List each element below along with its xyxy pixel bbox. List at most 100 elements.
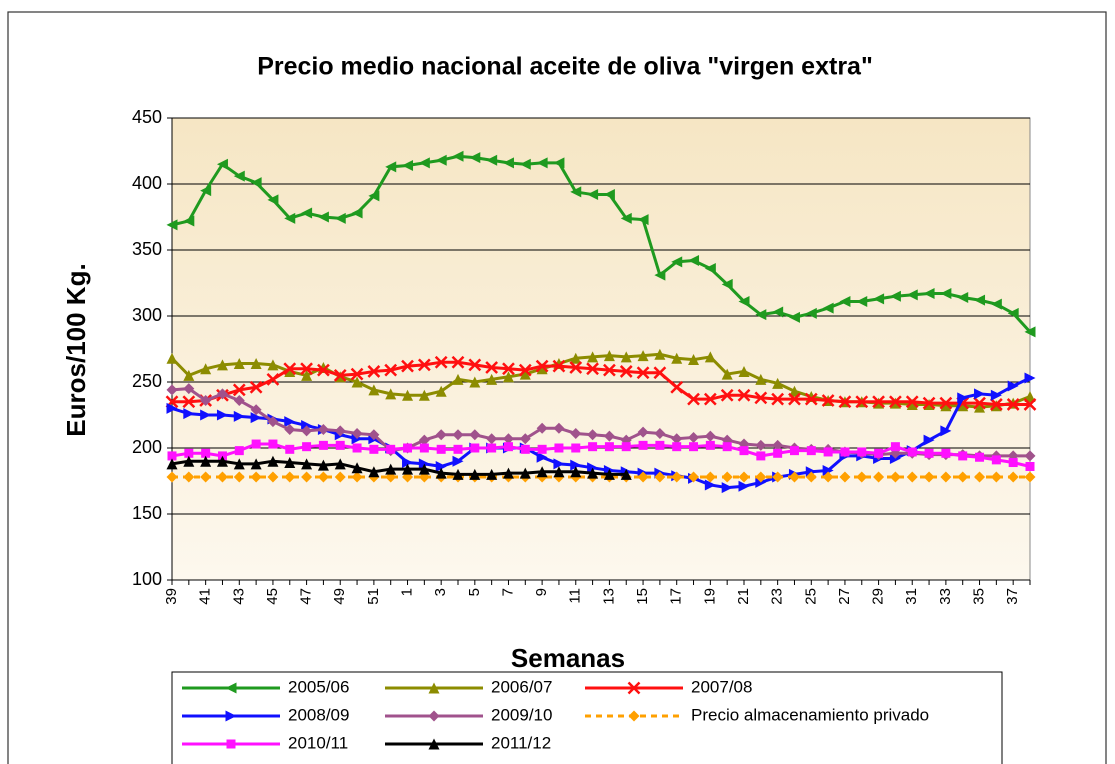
x-tick-label: 27 xyxy=(836,588,853,605)
data-point xyxy=(990,389,1002,401)
data-point xyxy=(720,388,734,402)
data-point xyxy=(200,394,212,406)
data-point xyxy=(553,466,565,478)
data-point xyxy=(233,458,245,470)
data-point xyxy=(755,373,767,385)
data-point xyxy=(1025,461,1035,471)
data-point xyxy=(486,468,498,480)
data-point xyxy=(166,458,178,470)
data-point xyxy=(401,359,414,373)
data-point xyxy=(721,482,733,494)
data-point xyxy=(233,394,245,406)
x-tick-label: 35 xyxy=(970,588,987,605)
data-point xyxy=(216,158,228,170)
data-point xyxy=(739,446,749,456)
data-point xyxy=(234,446,244,456)
data-point xyxy=(435,467,447,479)
data-point xyxy=(267,194,279,206)
data-point xyxy=(486,154,498,166)
x-axis-title: Semanas xyxy=(511,643,625,673)
data-point xyxy=(821,394,835,407)
data-point xyxy=(722,442,732,452)
data-point xyxy=(772,306,784,318)
data-point xyxy=(166,352,178,364)
x-tick-label: 43 xyxy=(230,588,247,605)
data-point xyxy=(250,404,262,416)
legend-label: Precio almacenamiento privado xyxy=(691,705,929,724)
data-point xyxy=(603,363,616,377)
data-point xyxy=(402,389,414,401)
data-point xyxy=(889,395,902,409)
data-point xyxy=(873,293,885,305)
data-point xyxy=(216,359,228,371)
data-point xyxy=(957,392,969,404)
data-point xyxy=(974,294,986,306)
data-point xyxy=(890,442,900,452)
data-point xyxy=(588,442,598,452)
data-point xyxy=(1007,471,1019,483)
data-point xyxy=(267,455,279,467)
data-point xyxy=(974,388,986,400)
data-point xyxy=(267,359,279,371)
data-point xyxy=(502,371,514,383)
data-point xyxy=(721,368,733,380)
data-point xyxy=(805,307,817,319)
data-point xyxy=(570,186,582,198)
data-point xyxy=(671,352,683,364)
data-point xyxy=(468,358,482,372)
data-point xyxy=(840,447,850,457)
data-point xyxy=(200,471,212,483)
legend-label: 2007/08 xyxy=(691,677,752,696)
data-point xyxy=(166,471,178,483)
data-point xyxy=(704,430,716,442)
data-point xyxy=(451,355,465,369)
data-point xyxy=(385,161,397,173)
data-point xyxy=(889,471,901,483)
data-point xyxy=(469,376,481,388)
data-point xyxy=(452,455,464,467)
data-point xyxy=(671,471,683,483)
data-point xyxy=(1024,450,1036,462)
legend-marker xyxy=(628,710,640,722)
data-point xyxy=(906,398,918,410)
data-point xyxy=(671,256,683,268)
data-point xyxy=(756,451,766,461)
data-point xyxy=(201,448,211,458)
data-point xyxy=(856,471,868,483)
data-point xyxy=(184,448,194,458)
data-point xyxy=(200,409,212,421)
data-point xyxy=(452,150,464,162)
data-point xyxy=(503,442,513,452)
data-point xyxy=(703,392,717,406)
data-point xyxy=(973,396,986,410)
x-tick-label: 47 xyxy=(298,588,315,605)
data-point xyxy=(233,358,245,370)
data-point xyxy=(689,442,699,452)
y-axis-title: Euros/100 Kg. xyxy=(61,263,91,436)
data-point xyxy=(250,358,262,370)
series-line xyxy=(171,387,1030,458)
data-point xyxy=(738,480,750,492)
data-point xyxy=(301,425,313,437)
data-point xyxy=(587,351,599,363)
data-point xyxy=(672,442,682,452)
y-tick-label: 250 xyxy=(132,371,162,391)
data-point xyxy=(704,351,716,363)
data-point xyxy=(351,471,363,483)
y-tick-label: 300 xyxy=(132,305,162,325)
data-point xyxy=(317,424,329,436)
series-line xyxy=(171,154,1032,333)
data-point xyxy=(570,352,582,364)
data-point xyxy=(571,443,581,453)
data-point xyxy=(250,177,262,189)
data-point xyxy=(839,295,851,307)
data-point xyxy=(941,448,951,458)
data-point xyxy=(419,443,429,453)
data-point xyxy=(771,392,785,406)
data-point xyxy=(284,471,296,483)
data-point xyxy=(418,157,430,169)
data-point xyxy=(704,262,716,274)
data-point xyxy=(874,448,884,458)
data-point xyxy=(200,455,212,467)
